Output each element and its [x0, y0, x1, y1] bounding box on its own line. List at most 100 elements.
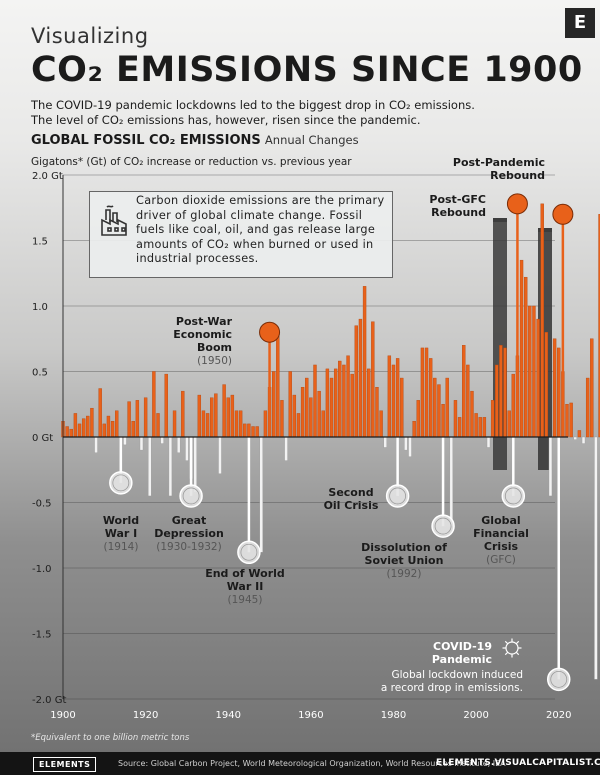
bar — [86, 415, 90, 438]
bar — [226, 397, 230, 438]
bar — [449, 436, 454, 527]
y-tick-label: -0.5 — [32, 499, 52, 510]
bar — [333, 368, 338, 438]
annotation-marker-ring — [389, 487, 407, 505]
bar — [325, 368, 330, 438]
bar — [127, 401, 131, 438]
annotation-label: Second — [328, 486, 373, 499]
bar — [536, 318, 540, 438]
virus-icon-body — [505, 641, 519, 655]
bar — [387, 355, 392, 438]
annotation-label: Post-GFC — [429, 193, 486, 206]
bar — [400, 377, 404, 438]
bar — [201, 410, 206, 438]
bar — [395, 358, 400, 438]
bar — [569, 402, 573, 438]
bar — [81, 418, 86, 438]
bar — [524, 276, 528, 438]
bar — [490, 400, 495, 438]
bar — [507, 410, 511, 438]
annotation-label: Great — [172, 514, 207, 527]
bar — [135, 400, 140, 438]
annotation-label: Post-War — [176, 315, 233, 328]
annotation-label: End of World — [205, 567, 285, 580]
chart-heading: GLOBAL FOSSIL CO₂ EMISSIONS Annual Chang… — [31, 133, 359, 148]
subtitle-line-1: The COVID-19 pandemic lockdowns led to t… — [31, 98, 475, 112]
annotation-label: Crisis — [484, 540, 519, 553]
bar — [94, 436, 98, 453]
annotation-label: COVID-19 — [433, 640, 492, 653]
y-axis-label: Gigatons* (Gt) of CO₂ increase or reduct… — [31, 156, 352, 168]
bar — [77, 423, 82, 438]
bar — [296, 413, 301, 438]
bar — [251, 426, 255, 438]
bar — [437, 384, 441, 438]
emissions-chart: Post-WarEconomicBoom(1950)Post-GFCReboun… — [32, 156, 600, 721]
chart-bars — [61, 203, 600, 680]
bar — [197, 394, 202, 438]
annotation-detail: (1950) — [197, 355, 232, 367]
x-tick-label: 1900 — [50, 710, 75, 721]
footer-site[interactable]: ELEMENTS.VISUALCAPITALIST.COM — [436, 758, 600, 768]
x-tick-label: 1980 — [381, 710, 406, 721]
bar — [552, 338, 557, 438]
bar — [321, 410, 325, 438]
bar — [585, 377, 590, 438]
annotation-label: War I — [105, 527, 138, 540]
annotation-label: Pandemic — [432, 653, 492, 666]
bar — [317, 390, 321, 438]
bar — [598, 214, 600, 438]
bar — [292, 394, 297, 438]
annotation-detail: (1992) — [387, 568, 422, 580]
bar — [176, 436, 181, 453]
bar — [391, 364, 396, 438]
bar — [168, 436, 173, 497]
bar — [110, 421, 115, 438]
bar — [371, 321, 375, 438]
bar — [420, 347, 425, 438]
bar — [474, 413, 478, 438]
elements-logo: E — [565, 8, 595, 38]
bar — [350, 373, 354, 438]
bar — [548, 436, 553, 497]
bar — [284, 436, 288, 461]
bar — [383, 436, 387, 448]
bar — [222, 384, 226, 438]
x-tick-label: 1940 — [216, 710, 241, 721]
bar — [69, 428, 73, 438]
x-tick-label: 1920 — [133, 710, 158, 721]
bar — [358, 318, 363, 438]
bar — [519, 259, 524, 438]
virus-icon-spike — [515, 640, 520, 645]
y-tick-label: 1.5 — [32, 237, 48, 248]
annotation-label: Oil Crisis — [324, 499, 379, 512]
chart-annotations: Post-WarEconomicBoom(1950)Post-GFCReboun… — [103, 156, 574, 694]
bar — [441, 404, 445, 438]
bar — [181, 390, 185, 438]
bar — [65, 426, 69, 438]
bar — [346, 355, 350, 438]
virus-icon — [502, 638, 522, 658]
bar — [156, 413, 160, 438]
bar — [367, 368, 371, 438]
bar — [428, 358, 433, 438]
bar — [412, 421, 416, 438]
bar — [234, 410, 239, 438]
bar — [462, 345, 466, 438]
annotation-detail: (1930-1932) — [156, 541, 221, 553]
bar — [375, 387, 379, 438]
bar — [466, 364, 470, 438]
bar — [263, 410, 268, 438]
bar — [565, 404, 569, 438]
annotation-detail: (1945) — [228, 594, 263, 606]
bar — [540, 203, 544, 438]
annotation-label: Rebound — [431, 206, 486, 219]
bar — [362, 286, 367, 438]
annotation-marker — [506, 193, 528, 215]
annotation-label: Rebound — [490, 169, 545, 182]
bar — [581, 436, 586, 444]
bar — [544, 332, 549, 438]
footnote: *Equivalent to one billion metric tons — [31, 733, 190, 743]
bar — [470, 390, 474, 438]
bar — [272, 371, 276, 438]
